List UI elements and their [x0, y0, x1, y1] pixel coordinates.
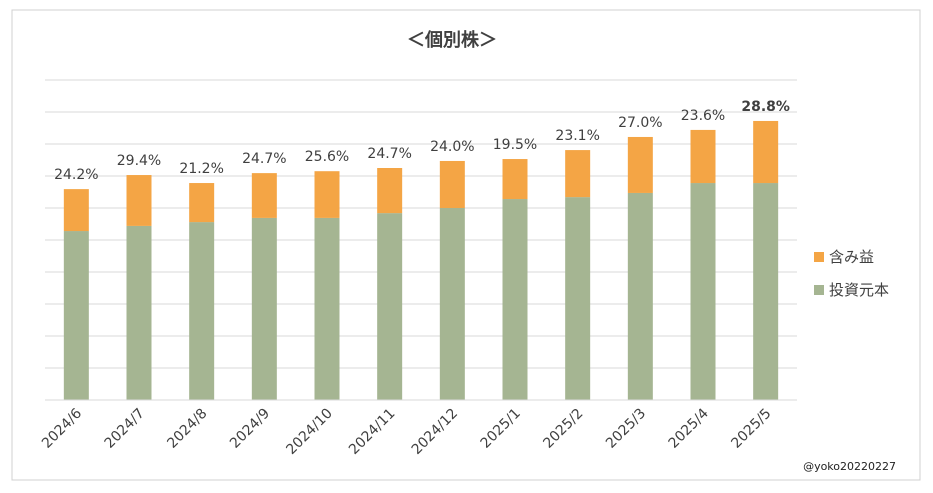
bar-segment	[565, 197, 591, 400]
bar-segment	[189, 222, 215, 400]
total-label: 24.0%	[430, 139, 474, 155]
total-label: 19.5%	[493, 137, 537, 153]
bar-segment	[502, 159, 528, 200]
chart-title: ＜個別株＞	[407, 29, 497, 51]
bar-segment	[690, 183, 716, 400]
bar-segment	[753, 183, 779, 400]
legend-label: 含み益	[829, 248, 874, 266]
credit: @yoko20220227	[803, 460, 896, 473]
bar-segment	[627, 192, 653, 400]
bar-segment	[63, 231, 89, 400]
bar-segment	[439, 160, 465, 208]
total-label: 24.7%	[242, 151, 286, 167]
bar-segment	[627, 136, 653, 193]
bar-segment	[502, 199, 528, 400]
total-label: 27.0%	[618, 115, 662, 131]
bar-segment	[314, 171, 340, 218]
bar-segment	[126, 225, 152, 400]
total-label: 23.6%	[681, 108, 725, 124]
total-label: 28.8%	[741, 99, 790, 115]
total-label: 23.1%	[555, 128, 599, 144]
bar-segment	[251, 217, 277, 400]
bar-segment	[377, 213, 403, 400]
bar-segment	[377, 168, 403, 214]
bar-segment	[251, 173, 277, 218]
bar-segment	[439, 208, 465, 400]
bar-segment	[63, 189, 89, 232]
bar-segment	[189, 183, 215, 223]
bar-segment	[126, 175, 152, 226]
bar-segment	[690, 129, 716, 184]
total-label: 29.4%	[117, 153, 161, 169]
bar-segment	[314, 217, 340, 400]
legend-swatch	[814, 252, 824, 262]
bar-segment	[753, 120, 779, 184]
total-label: 25.6%	[305, 149, 349, 165]
legend-swatch	[814, 285, 824, 295]
total-label: 24.2%	[54, 167, 98, 183]
legend-label: 投資元本	[829, 281, 889, 299]
total-label: 24.7%	[367, 146, 411, 162]
bar-segment	[565, 150, 591, 198]
total-label: 21.2%	[179, 161, 223, 177]
